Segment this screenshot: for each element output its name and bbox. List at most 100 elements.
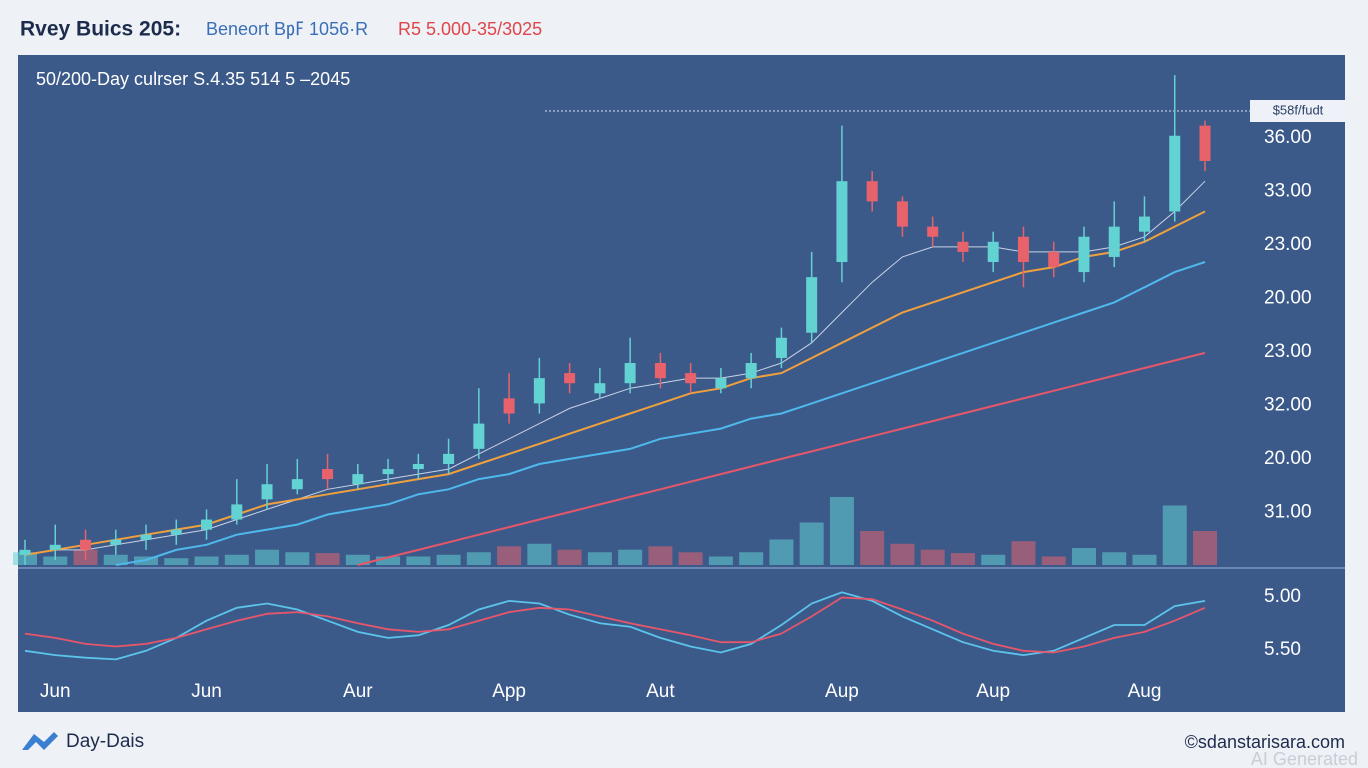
candle-body xyxy=(261,484,273,500)
oscillator-axis-label: 5.50 xyxy=(1264,639,1301,660)
volume-bar xyxy=(315,553,340,565)
volume-bar xyxy=(527,543,552,565)
candle-body xyxy=(745,363,757,379)
volume-bar xyxy=(678,552,703,565)
price-axis-label: 32.00 xyxy=(1264,395,1312,416)
volume-bar xyxy=(829,497,854,565)
candle-body xyxy=(503,398,515,414)
watermark: AI Generated xyxy=(1251,749,1358,768)
candle-body xyxy=(412,464,424,470)
brand-logo xyxy=(22,732,58,750)
volume-bar xyxy=(1193,531,1217,565)
volume-bar xyxy=(436,554,461,565)
volume-bar xyxy=(587,552,612,565)
volume-bar xyxy=(1162,505,1187,565)
candle-body xyxy=(1078,236,1090,273)
candle-body xyxy=(1138,216,1150,232)
volume-bar xyxy=(950,553,975,565)
candle-body xyxy=(594,383,606,394)
candle-body xyxy=(473,423,485,449)
volume-bar xyxy=(1011,541,1036,565)
oscillator-line xyxy=(24,591,1206,661)
candle-body xyxy=(896,201,908,227)
price-axis-label: 20.00 xyxy=(1264,288,1312,309)
volume-bar xyxy=(194,556,219,565)
price-axis-label: 23.00 xyxy=(1264,234,1312,255)
price-axis-label: 36.00 xyxy=(1264,127,1312,148)
volume-bar xyxy=(1102,552,1127,565)
candle-body xyxy=(140,534,152,540)
volume-bar xyxy=(1071,548,1096,565)
volume-bar xyxy=(164,558,189,565)
volume-bar xyxy=(43,556,68,565)
candle-body xyxy=(927,226,939,237)
x-tick-label: Jun xyxy=(40,681,71,702)
candle-body xyxy=(1048,251,1060,268)
candle-body xyxy=(654,363,666,379)
oscillator-axis-label: 5.00 xyxy=(1264,586,1301,607)
volume-bar xyxy=(920,549,945,565)
candle-body xyxy=(322,469,334,480)
candle-body xyxy=(806,277,818,333)
volume-bar xyxy=(769,539,794,565)
candle-body xyxy=(1169,135,1181,212)
candle-body xyxy=(836,181,848,262)
volume-bar xyxy=(890,543,915,565)
brand-name: Day-Dais xyxy=(66,731,144,752)
moving-average xyxy=(24,180,1206,556)
volume-bar xyxy=(345,554,370,565)
volume-bar xyxy=(648,546,673,565)
volume-bar xyxy=(376,556,401,565)
chart-panel xyxy=(18,55,1345,712)
candle-body xyxy=(564,373,576,384)
price-tag-label: $58f/fudt xyxy=(1273,102,1324,117)
candle-body xyxy=(352,474,364,485)
x-tick-label: Aup xyxy=(825,681,859,702)
candle-body xyxy=(987,241,999,262)
candle-body xyxy=(110,539,122,545)
volume-bar xyxy=(557,549,582,565)
volume-bar xyxy=(708,556,733,565)
candle-body xyxy=(685,373,697,384)
footer: Day-Dais ©sdanstarisara.com AI Generated xyxy=(22,731,1358,768)
x-tick-label: App xyxy=(492,681,526,702)
volume-bar xyxy=(466,552,491,565)
candle-body xyxy=(443,453,455,464)
oscillator-line xyxy=(24,596,1206,654)
x-tick-label: Aur xyxy=(343,681,373,702)
volume-bar xyxy=(1132,554,1157,565)
candle-body xyxy=(866,181,878,202)
volume-bar xyxy=(255,549,280,565)
price-tag xyxy=(1250,100,1345,122)
candle-body xyxy=(19,549,31,555)
volume-bar xyxy=(497,546,522,565)
candle-body xyxy=(49,544,61,550)
candle-body xyxy=(201,519,213,530)
moving-average xyxy=(115,261,1206,566)
candle-body xyxy=(80,539,92,550)
header-subtitle: R5 5.000-35/3025 xyxy=(398,19,542,39)
volume-bar xyxy=(860,531,885,565)
candle-body xyxy=(624,363,636,384)
x-tick-label: Jun xyxy=(191,681,222,702)
x-tick-label: Aup xyxy=(976,681,1010,702)
volume-bar xyxy=(103,554,128,565)
volume-bar xyxy=(1041,556,1066,565)
candle-body xyxy=(291,479,303,490)
header-title: Rvey Buics 205: xyxy=(20,18,181,41)
volume-bar xyxy=(618,549,643,565)
price-axis-label: 23.00 xyxy=(1264,341,1312,362)
price-axis-label: 31.00 xyxy=(1264,502,1312,523)
site-name: ©sdanstarisara.com xyxy=(1185,732,1345,752)
candle-body xyxy=(715,378,727,389)
candle-body xyxy=(775,337,787,358)
candle-body xyxy=(382,469,394,475)
volume-bar xyxy=(406,556,431,565)
moving-average xyxy=(357,351,1206,566)
candle-body xyxy=(1108,226,1120,257)
volume-bar xyxy=(224,554,249,565)
volume-bar xyxy=(739,552,764,565)
header-subtitle: Beneort B㎊ 1056·R xyxy=(206,19,368,40)
